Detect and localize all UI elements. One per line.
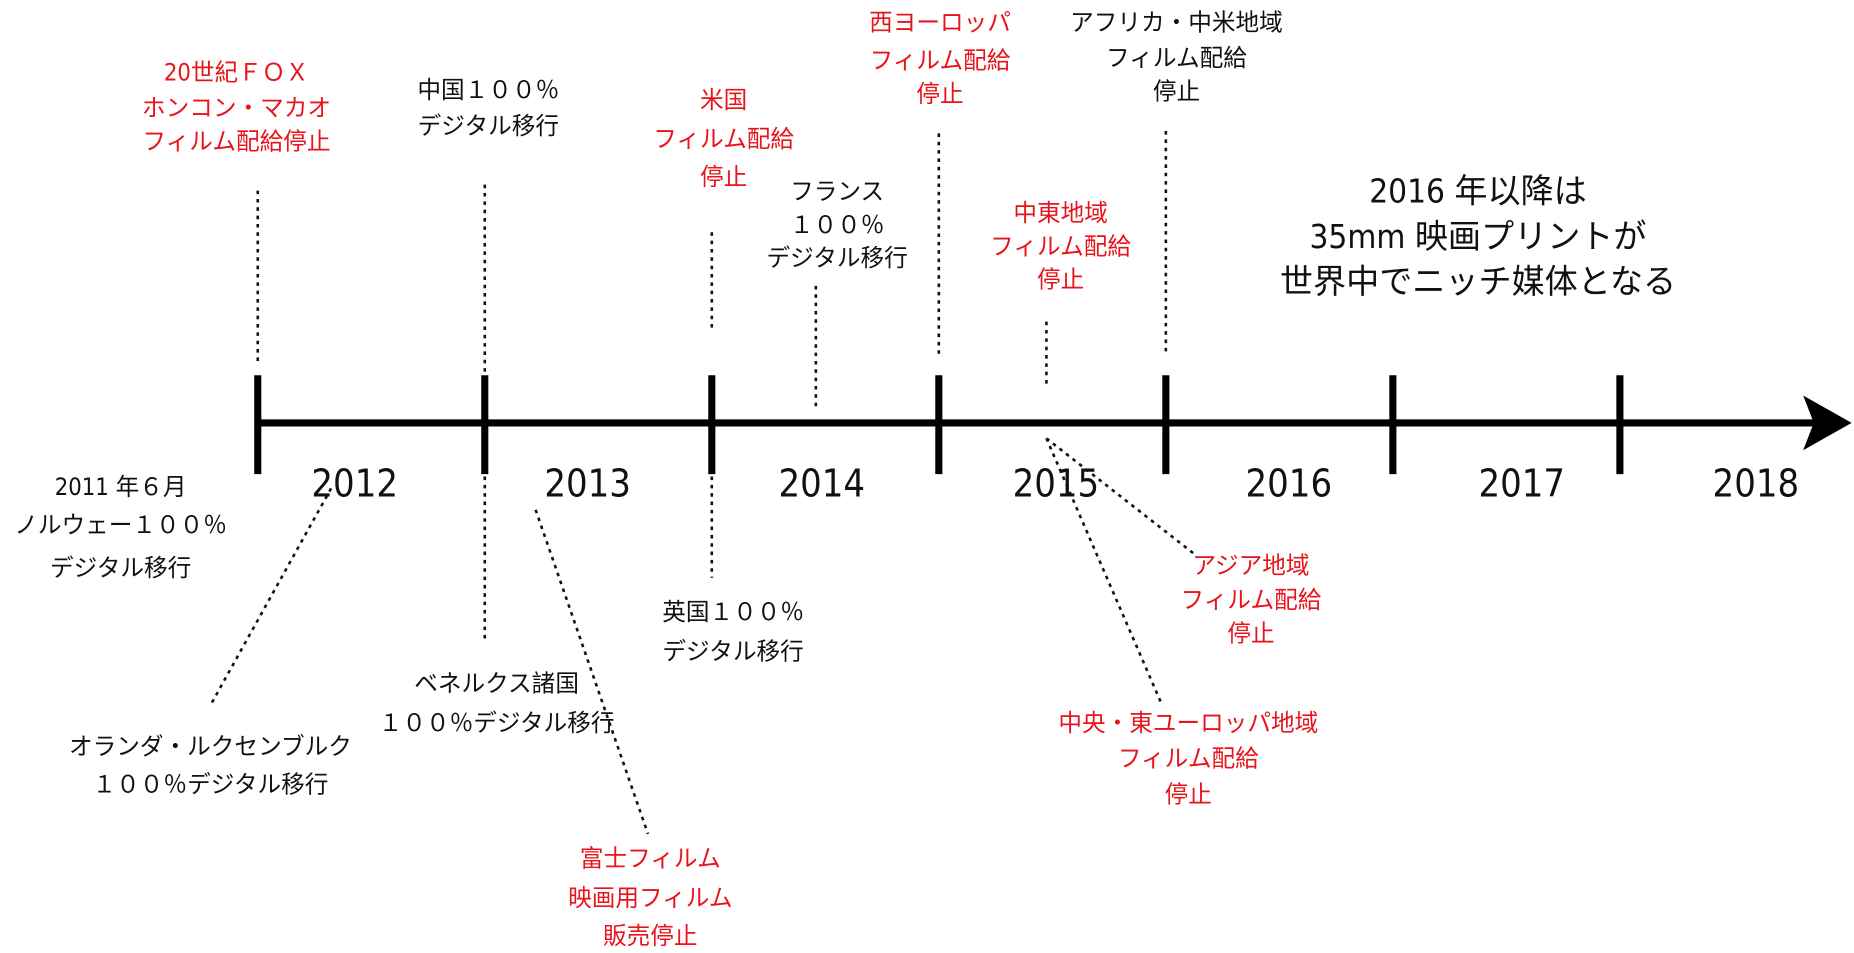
event-label: 映画用フィルム — [568, 884, 732, 912]
note-text: 35mm 映画プリントが — [1309, 217, 1646, 256]
event-label: １００％デジタル移行 — [379, 709, 615, 737]
event-label: 中央・東ユーロッパ地域 — [1058, 709, 1318, 737]
leader-line — [534, 509, 650, 835]
event-label: 停止 — [1153, 77, 1200, 105]
event-label: 停止 — [1165, 780, 1212, 808]
event-label: アジア地域 — [1192, 551, 1309, 579]
event-label: デジタル移行 — [662, 637, 803, 665]
event-label: 停止 — [700, 163, 747, 191]
leader-line — [209, 487, 333, 706]
event-label: フィルム配給 — [990, 232, 1131, 260]
event-label: 停止 — [1037, 266, 1084, 294]
year-label: 2015 — [1013, 461, 1100, 505]
event-label: デジタル移行 — [766, 244, 907, 272]
event-label: ベネルクス諸国 — [414, 669, 579, 697]
event-label: 米国 — [700, 86, 747, 114]
event-label: 20世紀ＦＯＸ — [164, 58, 309, 86]
event-label: デジタル移行 — [418, 112, 559, 140]
arrow-head — [1803, 395, 1852, 451]
year-label: 2013 — [544, 461, 631, 505]
event-label: 西ヨーロッパ — [869, 8, 1011, 36]
leader-line — [1045, 437, 1163, 704]
event-label: フィルム配給 — [1181, 586, 1322, 614]
event-label: 中東地域 — [1013, 199, 1108, 227]
year-label: 2012 — [311, 461, 398, 505]
event-label: フィルム配給 — [870, 46, 1011, 74]
event-label: 停止 — [1227, 619, 1274, 647]
event-label: フィルム配給 — [1118, 744, 1259, 772]
event-label: 2011 年６月 — [55, 473, 187, 501]
note-text: 世界中でニッチ媒体となる — [1280, 262, 1676, 301]
event-label: フランス — [790, 177, 884, 205]
event-label: オランダ・ルクセンブルク — [69, 733, 352, 761]
event-label: 英国１００％ — [662, 598, 804, 626]
event-label: ノルウェー１００％ — [14, 511, 227, 539]
event-label: １００％デジタル移行 — [93, 771, 329, 799]
year-label: 2016 — [1246, 461, 1333, 505]
event-label: フィルム配給 — [1106, 44, 1247, 72]
leader-line — [1045, 437, 1196, 555]
event-label: 富士フィルム — [580, 845, 721, 873]
event-label: １００％ — [790, 211, 885, 239]
event-label: デジタル移行 — [50, 554, 191, 582]
event-label: 中国１００％ — [417, 76, 559, 104]
event-label: ホンコン・マカオ — [142, 94, 331, 122]
year-label: 2014 — [778, 461, 865, 505]
event-label: フィルム配給 — [653, 125, 794, 153]
event-label: 停止 — [916, 80, 963, 108]
year-label: 2018 — [1713, 461, 1800, 505]
event-label: 販売停止 — [603, 922, 698, 950]
event-label: フィルム配給停止 — [142, 127, 330, 155]
note-text: 2016 年以降は — [1369, 171, 1587, 210]
event-label: アフリカ・中米地域 — [1070, 8, 1283, 36]
year-label: 2017 — [1478, 461, 1565, 505]
